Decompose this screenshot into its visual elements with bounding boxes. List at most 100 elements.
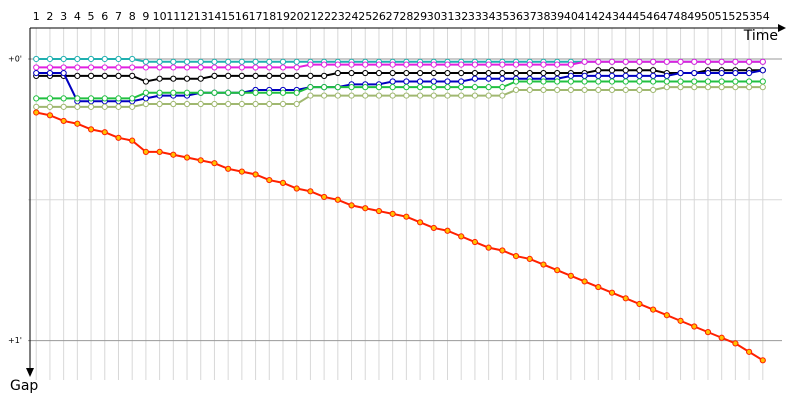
point <box>348 69 355 77</box>
x-tick-label: 43 <box>605 10 619 23</box>
point <box>732 84 739 91</box>
point <box>60 95 67 102</box>
point <box>650 78 657 85</box>
point <box>636 86 643 94</box>
point <box>293 58 300 65</box>
point <box>46 64 54 71</box>
point <box>499 84 506 91</box>
point <box>46 55 54 63</box>
point <box>238 168 245 175</box>
point <box>156 64 163 71</box>
point <box>430 78 437 85</box>
y-tick-label: +0' <box>8 54 22 63</box>
point <box>87 126 95 133</box>
point <box>101 64 108 71</box>
point <box>622 67 629 74</box>
point <box>512 252 520 260</box>
point <box>74 55 81 63</box>
point <box>430 224 437 232</box>
point <box>458 78 465 85</box>
point <box>279 64 287 71</box>
point <box>650 86 657 94</box>
point <box>183 75 191 82</box>
point <box>225 64 232 71</box>
point <box>663 78 670 85</box>
point <box>691 69 698 77</box>
x-tick-label: 32 <box>454 10 468 23</box>
point <box>293 64 300 71</box>
x-tick-label: 38 <box>536 10 550 23</box>
point <box>540 86 547 94</box>
point <box>485 69 492 77</box>
point <box>33 64 40 71</box>
point <box>334 196 341 203</box>
point <box>458 92 465 99</box>
point <box>636 67 643 74</box>
x-tick-label: 5 <box>88 10 95 23</box>
x-tick-label: 3 <box>60 10 67 23</box>
point <box>252 171 259 178</box>
point <box>444 84 451 91</box>
point <box>46 69 54 77</box>
point <box>74 64 81 71</box>
y-axis-label: Gap <box>10 378 38 394</box>
point <box>636 58 643 65</box>
point <box>307 72 314 79</box>
point <box>101 103 108 110</box>
point <box>595 58 602 65</box>
point <box>458 69 465 77</box>
point <box>471 75 479 82</box>
x-tick-label: 18 <box>262 10 276 23</box>
point <box>115 55 122 63</box>
x-tick-label: 21 <box>303 10 317 23</box>
point <box>33 103 40 110</box>
point <box>266 72 273 79</box>
point <box>471 92 479 99</box>
x-tick-label: 46 <box>646 10 660 23</box>
point <box>430 92 437 99</box>
point <box>197 75 204 82</box>
point <box>595 86 602 94</box>
point <box>115 103 122 110</box>
point <box>581 72 588 79</box>
point <box>663 72 670 79</box>
point <box>129 137 136 144</box>
x-tick-label: 52 <box>728 10 742 23</box>
point <box>252 72 259 79</box>
point <box>334 69 341 77</box>
point <box>526 78 533 85</box>
point <box>650 58 657 65</box>
x-tick-label: 44 <box>619 10 633 23</box>
point <box>389 92 396 99</box>
point <box>677 317 684 324</box>
point <box>183 89 191 96</box>
point <box>718 78 725 85</box>
point <box>115 95 122 102</box>
point <box>704 84 712 91</box>
point <box>266 176 273 184</box>
point <box>416 69 424 77</box>
point <box>430 84 437 91</box>
point <box>129 95 136 102</box>
point <box>732 340 739 347</box>
point <box>650 72 657 79</box>
point <box>170 151 177 158</box>
point <box>485 244 492 251</box>
point <box>101 55 108 63</box>
point <box>704 58 712 65</box>
point <box>321 72 328 79</box>
point <box>362 61 369 68</box>
point <box>321 61 328 68</box>
point <box>636 300 643 308</box>
point <box>718 84 725 91</box>
point <box>458 84 465 91</box>
point <box>608 289 616 296</box>
point <box>156 75 163 82</box>
point <box>129 103 136 110</box>
point <box>403 92 410 99</box>
point <box>362 69 369 77</box>
x-tick-label: 31 <box>440 10 454 23</box>
point <box>266 100 273 108</box>
point <box>101 129 108 136</box>
point <box>142 148 149 156</box>
